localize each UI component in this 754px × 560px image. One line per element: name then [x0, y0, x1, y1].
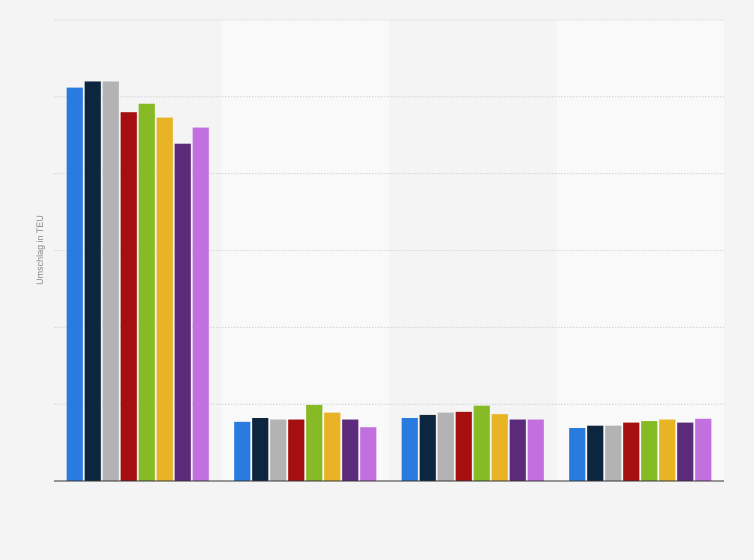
bar[interactable] [324, 412, 341, 481]
bar[interactable] [587, 425, 604, 481]
bar[interactable] [102, 81, 119, 481]
bar[interactable] [527, 419, 544, 481]
bar[interactable] [120, 112, 137, 481]
bars [66, 81, 712, 482]
bar[interactable] [84, 81, 101, 481]
bar[interactable] [419, 414, 436, 481]
bar[interactable] [234, 421, 251, 481]
bar[interactable] [174, 143, 191, 481]
bar[interactable] [437, 412, 454, 481]
bar[interactable] [569, 427, 586, 481]
bar[interactable] [605, 425, 622, 481]
bar[interactable] [455, 411, 472, 481]
bar[interactable] [252, 417, 269, 481]
bar[interactable] [695, 418, 712, 481]
bar[interactable] [491, 414, 508, 481]
bar[interactable] [66, 87, 83, 481]
bar[interactable] [509, 419, 526, 481]
bar[interactable] [677, 422, 694, 481]
y-axis-label: Umschlag in TEU [35, 215, 45, 285]
bar[interactable] [288, 419, 305, 481]
bar[interactable] [192, 127, 209, 482]
bar[interactable] [659, 419, 676, 481]
bar[interactable] [342, 419, 359, 481]
bar[interactable] [360, 427, 377, 481]
bar[interactable] [138, 103, 155, 481]
bar[interactable] [623, 422, 640, 481]
bar[interactable] [641, 421, 658, 481]
bar[interactable] [473, 405, 490, 481]
bar[interactable] [306, 404, 323, 481]
bar[interactable] [156, 117, 173, 481]
bar[interactable] [270, 419, 287, 481]
bar[interactable] [401, 417, 418, 481]
